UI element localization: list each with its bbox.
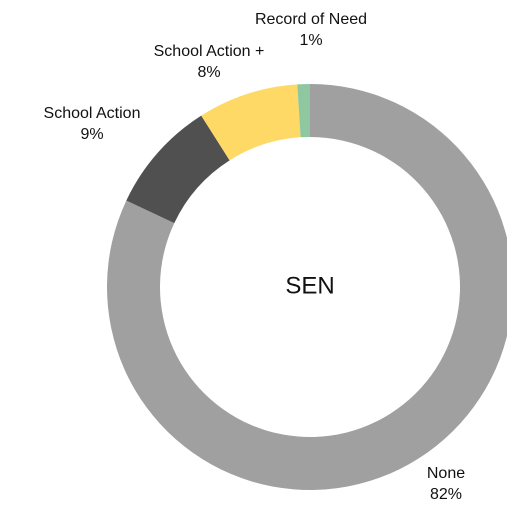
donut-center-label: SEN [285,272,334,299]
slice-labels: None 82% School Action 9% School Action + 8% R… [44,11,466,503]
slice-record-of-need [297,84,310,138]
donut-slices [107,84,507,490]
slice-label-school-action-plus: School Action + [154,43,265,60]
slice-school-action-plus [201,84,301,161]
slice-value-school-action-plus: 8% [197,64,220,81]
slice-label-none: None [427,465,465,482]
slice-school-action [126,115,230,224]
slice-label-record-of-need: Record of Need [255,11,367,28]
slice-label-school-action: School Action [44,105,141,122]
slice-value-school-action: 9% [80,126,103,143]
slice-value-none: 82% [430,486,462,503]
slice-value-record-of-need: 1% [299,32,322,49]
